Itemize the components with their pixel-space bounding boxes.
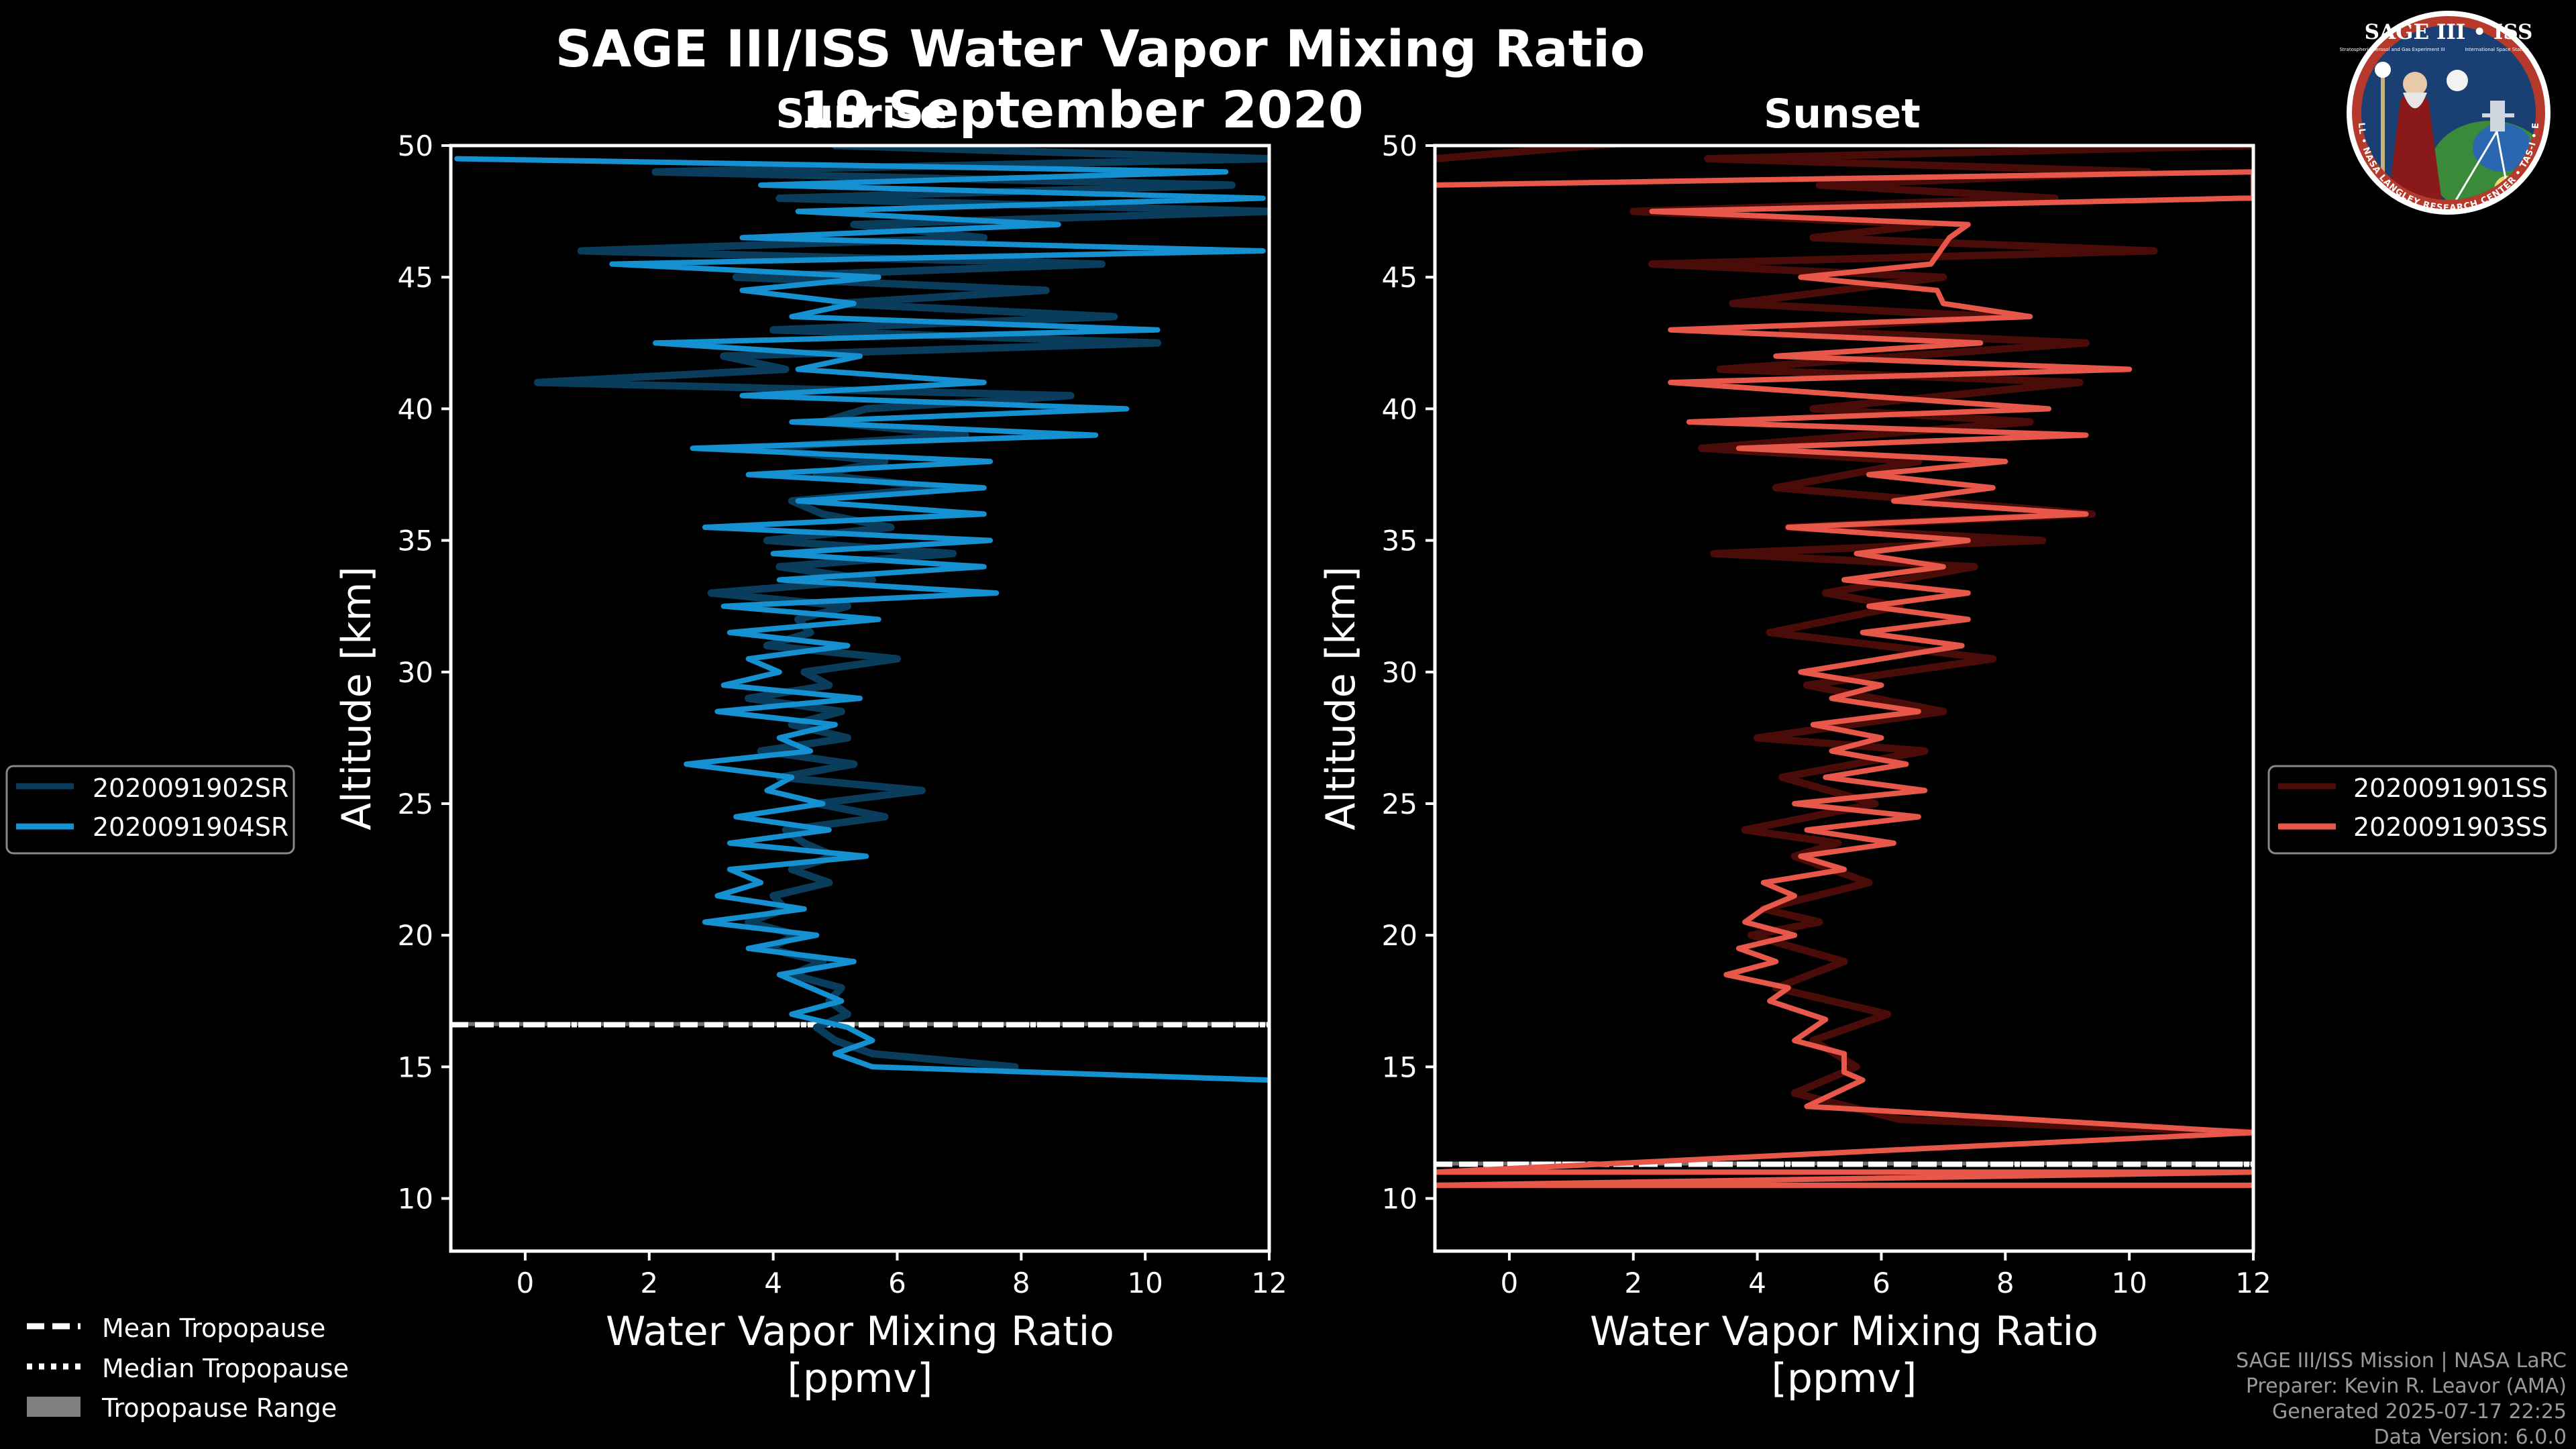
sunrise-legend: 2020091902SR 2020091904SR <box>5 765 295 855</box>
x-tick-label: 12 <box>2235 1267 2271 1299</box>
x-tick-label: 10 <box>1127 1267 1163 1299</box>
plot-area <box>1435 146 2253 1188</box>
sunset-legend: 2020091901SS 2020091903SS <box>2267 765 2557 855</box>
x-tick-label: 4 <box>764 1267 782 1299</box>
plot-area <box>451 146 1269 1083</box>
y-tick-label: 45 <box>1382 261 1417 294</box>
footer-generated: Generated 2025-07-17 22:25 <box>2272 1400 2567 1424</box>
footer-mission: SAGE III/ISS Mission | NASA LaRC <box>2236 1349 2567 1373</box>
y-tick-label: 20 <box>1382 919 1417 952</box>
x-tick-label: 2 <box>1624 1267 1642 1299</box>
panel-title-sunset: Sunset <box>1764 91 1921 138</box>
x-tick-label: 8 <box>1996 1267 2015 1299</box>
tropopause-range-label: Tropopause Range <box>101 1393 337 1423</box>
footer-credits: SAGE III/ISS Mission | NASA LaRC Prepare… <box>2236 1349 2567 1449</box>
legend-frame <box>2267 765 2557 855</box>
sunrise-panel: 0 2 4 6 8 10 12 10 15 20 25 30 35 40 45 50 Water Vapor M… <box>333 129 1287 1402</box>
panel-title-sunrise: Sunrise <box>775 91 947 138</box>
y-tick-label: 20 <box>398 919 433 952</box>
logo-staff-orb-icon <box>2375 62 2391 78</box>
logo-subtitle-2: International Space Station <box>2465 47 2528 52</box>
y-tick-label: 40 <box>398 392 433 425</box>
y-tick-label: 15 <box>1382 1051 1417 1083</box>
tropopause-legend: Mean Tropopause Median Tropopause Tropop… <box>27 1313 349 1423</box>
y-axis-label: Altitude [km] <box>333 566 380 830</box>
mean-tropopause-label: Mean Tropopause <box>102 1313 325 1343</box>
footer-preparer: Preparer: Kevin R. Leavor (AMA) <box>2246 1375 2567 1398</box>
y-tick-label: 25 <box>1382 788 1417 820</box>
axes-frame <box>449 144 1271 1253</box>
x-tick-label: 10 <box>2111 1267 2147 1299</box>
axes-frame <box>1433 144 2255 1253</box>
y-tick-label: 10 <box>1382 1183 1417 1216</box>
y-tick-label: 50 <box>398 129 433 162</box>
x-tick-label: 12 <box>1251 1267 1287 1299</box>
y-axis-label: Altitude [km] <box>1318 566 1364 830</box>
chart-date: 19 September 2020 <box>799 80 1363 140</box>
x-axis-unit-label: [ppmv] <box>1772 1355 1917 1402</box>
legend-frame <box>5 765 295 855</box>
y-tick-label: 45 <box>398 261 433 294</box>
series-line-2020091903SS <box>1435 169 2253 1188</box>
x-tick-label: 8 <box>1012 1267 1030 1299</box>
median-tropopause-label: Median Tropopause <box>102 1354 349 1383</box>
legend-label-2020091904SR: 2020091904SR <box>93 812 288 842</box>
footer-version: Data Version: 6.0.0 <box>2374 1426 2567 1449</box>
x-axis-label: Water Vapor Mixing Ratio <box>606 1308 1114 1355</box>
tropopause-range-swatch <box>27 1397 80 1417</box>
x-tick-label: 4 <box>1748 1267 1766 1299</box>
x-tick-label: 0 <box>1501 1267 1519 1299</box>
y-tick-label: 10 <box>398 1183 433 1216</box>
logo-beam-icon <box>2454 131 2498 200</box>
legend-label-2020091902SR: 2020091902SR <box>93 773 288 803</box>
x-tick-label: 6 <box>888 1267 906 1299</box>
logo-wizard-beard-icon <box>2403 93 2427 109</box>
y-tick-label: 30 <box>1382 656 1417 689</box>
x-axis-label: Water Vapor Mixing Ratio <box>1590 1308 2098 1355</box>
logo-wizard-head-icon <box>2403 72 2427 96</box>
y-tick-label: 40 <box>1382 392 1417 425</box>
sunset-panel: 0 2 4 6 8 10 12 10 15 20 25 30 35 40 45 50 Water Vapor M… <box>1318 129 2271 1402</box>
chart-title: SAGE III/ISS Water Vapor Mixing Ratio <box>555 19 1646 78</box>
x-tick-label: 2 <box>640 1267 658 1299</box>
series-line-2020091904SR <box>454 156 1269 1083</box>
y-tick-label: 25 <box>398 788 433 820</box>
y-tick-label: 15 <box>398 1051 433 1083</box>
logo-wizard-icon <box>2388 80 2442 200</box>
logo-subtitle: Stratospheric Aerosol and Gas Experiment… <box>2339 47 2445 52</box>
x-axis-unit-label: [ppmv] <box>788 1355 933 1402</box>
y-tick-label: 35 <box>1382 525 1417 557</box>
legend-label-2020091901SS: 2020091901SS <box>2353 773 2548 803</box>
y-tick-label: 30 <box>398 656 433 689</box>
y-tick-label: 35 <box>398 525 433 557</box>
x-tick-label: 0 <box>517 1267 535 1299</box>
x-tick-label: 6 <box>1872 1267 1890 1299</box>
y-tick-label: 50 <box>1382 129 1417 162</box>
logo-moon-icon <box>2447 70 2468 91</box>
legend-label-2020091903SS: 2020091903SS <box>2353 812 2548 842</box>
logo-ocean-icon <box>2473 123 2532 172</box>
logo-title: SAGE III • ISS <box>2365 20 2533 44</box>
